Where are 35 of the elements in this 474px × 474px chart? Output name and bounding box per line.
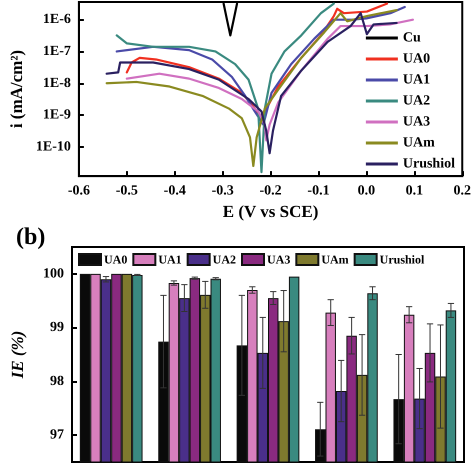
y-tick-label: 1E-9 [42, 108, 71, 123]
legend-label: Urushiol [402, 156, 456, 172]
legend-label: UA2 [402, 94, 430, 108]
y-axis-title: i (mA/cm²) [7, 50, 26, 128]
legend-label: UA2 [212, 252, 236, 266]
x-tick-label: -0.6 [68, 184, 90, 199]
legend-label: UA0 [104, 252, 128, 266]
x-axis-title: E (V vs SCE) [222, 202, 318, 221]
legend-label: UA3 [402, 114, 430, 130]
y-tick-label: 1E-7 [42, 44, 71, 59]
y-axis-title: IE (%) [8, 330, 27, 380]
legend-label: Urushiol [380, 252, 425, 266]
y-tick-label: 1E-6 [42, 12, 71, 28]
y-tick-label: 99 [50, 320, 64, 336]
legend-label: Cu [402, 30, 421, 46]
legend-label: UA0 [402, 52, 430, 66]
x-tick-label: 0.2 [454, 184, 471, 199]
x-tick-label: 0.0 [358, 184, 376, 199]
x-tick-label: -0.3 [212, 184, 234, 199]
legend-label: UA1 [402, 72, 430, 88]
legend-label: UA3 [266, 252, 290, 266]
text: (b) [16, 224, 46, 250]
legend-label: UAm [321, 252, 349, 266]
x-tick-label: -0.2 [259, 184, 282, 199]
y-tick-label: 100 [43, 266, 64, 282]
y-tick-label: 97 [50, 428, 64, 443]
legend-label: UAm [402, 136, 436, 150]
x-tick-label: -0.4 [164, 184, 186, 199]
legend-label: UA1 [158, 252, 182, 266]
x-tick-label: -0.1 [307, 184, 330, 199]
y-tick-label: 1E-8 [42, 76, 71, 91]
x-tick-label: 0.1 [406, 184, 424, 199]
y-tick-label: 98 [50, 374, 64, 389]
x-tick-label: -0.5 [116, 184, 138, 199]
y-tick-label: 1E-10 [36, 139, 71, 154]
